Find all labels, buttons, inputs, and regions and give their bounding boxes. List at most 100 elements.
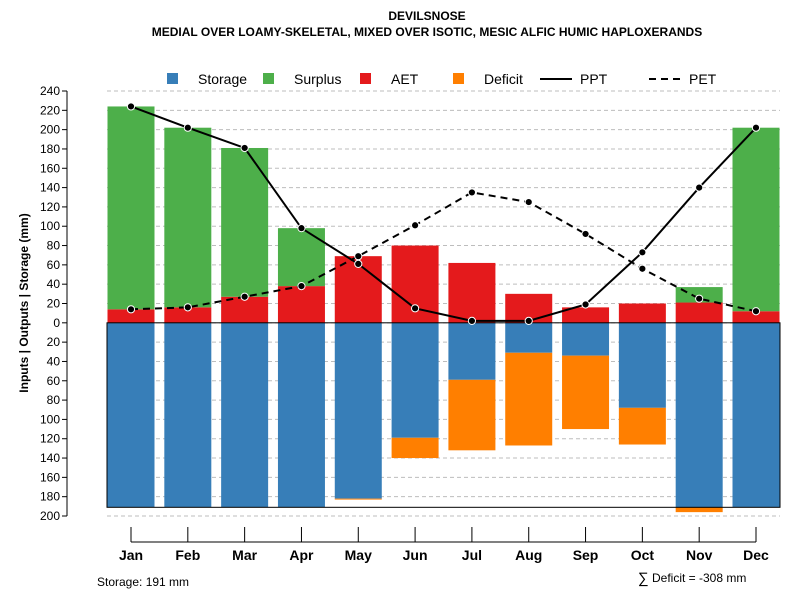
legend-label: AET	[391, 71, 419, 87]
ppt-point	[354, 259, 363, 268]
ppt-point	[524, 316, 533, 325]
storage-bar	[732, 322, 780, 508]
pet-point	[410, 221, 420, 230]
legend-label: Surplus	[294, 71, 341, 87]
x-tick-label: Aug	[515, 547, 542, 563]
ppt-point	[751, 123, 761, 132]
x-tick-label: Mar	[232, 547, 257, 563]
aet-bar	[164, 307, 212, 323]
storage-bar	[505, 322, 553, 353]
y-tick-label: 120	[40, 432, 60, 446]
storage-bar	[562, 322, 610, 356]
ppt-point	[467, 316, 477, 325]
y-tick-label: 60	[47, 258, 61, 272]
deficit-bar	[675, 507, 723, 513]
legend: Storage Surplus AET Deficit PPT PET	[167, 71, 717, 87]
pet-point	[183, 303, 192, 312]
y-tick-label: 180	[40, 142, 60, 156]
aet-bar	[107, 309, 155, 323]
deficit-bar	[334, 498, 382, 500]
ppt-point	[126, 102, 136, 111]
y-tick-label: 200	[40, 509, 60, 523]
legend-label: Storage	[198, 71, 247, 87]
ppt-point	[581, 300, 590, 309]
y-tick-label: 40	[47, 354, 61, 368]
pet-point	[751, 307, 761, 316]
pet-line	[130, 191, 757, 313]
y-tick-label: 20	[47, 297, 61, 311]
y-tick-label: 200	[40, 123, 60, 137]
pet-point	[695, 294, 704, 303]
x-tick-label: Feb	[175, 547, 200, 563]
x-tick-label: Apr	[289, 547, 314, 563]
legend-swatch	[263, 73, 274, 84]
storage-bar	[391, 322, 439, 438]
y-tick-label: 140	[40, 451, 60, 465]
pet-point	[354, 252, 363, 261]
legend-swatch	[453, 73, 464, 84]
y-axis-label: Inputs | Outputs | Storage (mm)	[17, 213, 31, 392]
x-tick-label: Jan	[119, 547, 143, 563]
y-tick-label: 180	[40, 490, 60, 504]
surplus-bar	[164, 127, 212, 308]
aet-bar	[277, 286, 325, 323]
aet-bar	[675, 302, 723, 323]
ppt-point	[297, 224, 306, 233]
x-tick-label: Nov	[686, 547, 713, 563]
y-tick-label: 60	[47, 374, 61, 388]
pet-point	[581, 229, 590, 239]
y-tick-label: 120	[40, 200, 60, 214]
x-tick-label: Jun	[403, 547, 428, 563]
legend-label: PPT	[580, 71, 608, 87]
aet-bar	[562, 307, 610, 323]
surplus-bar	[107, 106, 155, 310]
chart-title: DEVILSNOSE	[388, 9, 465, 23]
storage-bar	[164, 322, 212, 508]
legend-label: PET	[689, 71, 717, 87]
storage-footnote: Storage: 191 mm	[97, 575, 189, 589]
y-tick-label: 80	[47, 239, 61, 253]
legend-swatch	[167, 73, 178, 84]
x-tick-label: Oct	[631, 547, 655, 563]
ppt-point	[695, 183, 704, 192]
legend-swatch	[360, 73, 371, 84]
aet-bar	[448, 262, 496, 323]
storage-bar	[334, 322, 382, 499]
y-tick-label: 40	[47, 277, 61, 291]
aet-bar	[221, 296, 269, 323]
y-tick-label: 220	[40, 103, 60, 117]
storage-bar	[448, 322, 496, 380]
surplus-bar	[732, 127, 780, 312]
y-tick-label: 160	[40, 161, 60, 175]
deficit-bar	[391, 437, 439, 459]
x-axis: Jan Feb Mar Apr May Jun Jul Aug Sep Oct Nov Dec	[119, 527, 769, 563]
y-tick-label: 100	[40, 412, 60, 426]
storage-bar	[107, 322, 155, 508]
surplus-bar	[277, 228, 325, 287]
ppt-point	[410, 304, 420, 313]
ppt-point	[638, 248, 647, 257]
y-tick-label: 240	[40, 84, 60, 98]
storage-bar	[618, 322, 666, 408]
y-tick-label: 20	[47, 335, 61, 349]
deficit-footnote: Deficit = -308 mm	[652, 571, 746, 585]
pet-point	[240, 292, 249, 301]
pet-point	[638, 264, 647, 273]
x-tick-label: Sep	[573, 547, 599, 563]
aet-bar	[732, 311, 780, 323]
ppt-point	[240, 143, 249, 153]
y-tick-label: 160	[40, 470, 60, 484]
x-tick-label: Dec	[743, 547, 769, 563]
ppt-point	[183, 123, 192, 132]
deficit-bar	[562, 355, 610, 430]
aet-bar	[618, 303, 666, 323]
legend-label: Deficit	[484, 71, 523, 87]
x-tick-label: Jul	[462, 547, 482, 563]
pet-point	[524, 197, 533, 207]
y-tick-label: 0	[53, 316, 60, 330]
y-tick-label: 80	[47, 393, 61, 407]
pet-point	[467, 188, 477, 197]
storage-bar	[675, 322, 723, 508]
deficit-bar	[505, 352, 553, 446]
storage-bar	[277, 322, 325, 508]
